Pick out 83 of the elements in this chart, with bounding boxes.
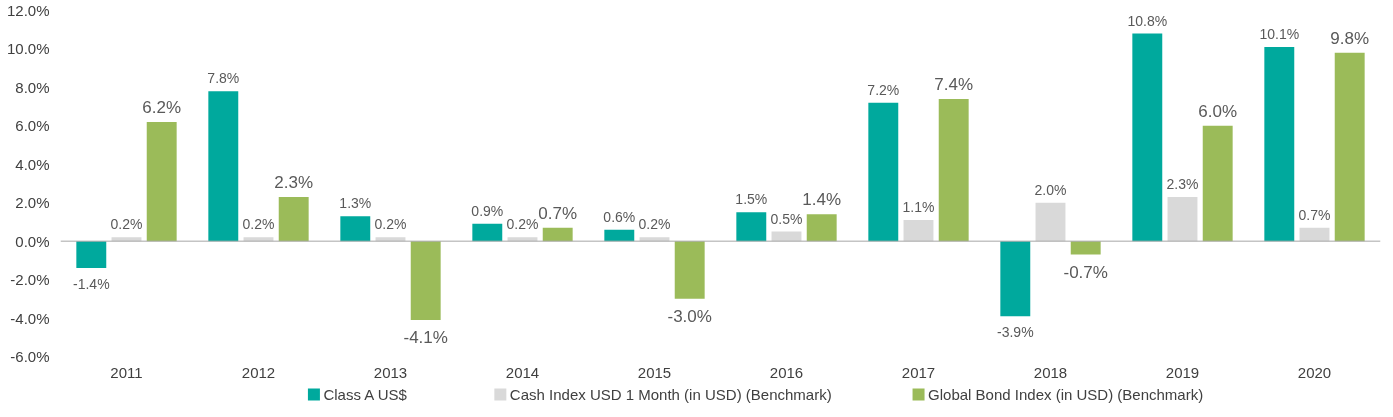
- bar: [736, 212, 767, 242]
- bar: [542, 227, 573, 242]
- bar: [868, 102, 899, 242]
- legend-label: Cash Index USD 1 Month (in USD) (Benchmark): [509, 386, 832, 403]
- data-label: 0.2%: [242, 216, 275, 233]
- data-label: 2.0%: [1034, 181, 1067, 198]
- data-label: 0.9%: [471, 202, 504, 219]
- data-label: 0.2%: [110, 216, 143, 233]
- data-label: 2.3%: [1166, 175, 1199, 192]
- y-tick-label: -2.0%: [10, 271, 50, 289]
- bar: [806, 214, 837, 242]
- x-tick-label: 2011: [110, 363, 143, 381]
- bar: [1299, 227, 1330, 242]
- bar: [146, 121, 177, 242]
- data-label: 0.6%: [603, 208, 636, 225]
- y-tick-label: -4.0%: [10, 309, 50, 327]
- bar: [639, 237, 670, 242]
- y-tick-label: 2.0%: [15, 194, 50, 212]
- bar: [243, 237, 274, 242]
- x-tick-label: 2012: [241, 363, 276, 381]
- bar: [1000, 241, 1031, 317]
- x-tick-label: 2016: [769, 363, 804, 381]
- bar: [208, 91, 239, 242]
- x-tick-label: 2018: [1033, 363, 1068, 381]
- data-label: 0.2%: [638, 216, 671, 233]
- x-tick-label: 2013: [373, 363, 408, 381]
- y-tick-label: 8.0%: [15, 78, 50, 96]
- data-label: 9.8%: [1330, 28, 1370, 48]
- bar: [278, 196, 309, 242]
- y-tick-label: 0.0%: [15, 232, 50, 250]
- y-tick-label: 10.0%: [6, 40, 50, 58]
- bar: [938, 98, 969, 242]
- data-label: 2.3%: [274, 172, 314, 192]
- data-label: 7.8%: [207, 70, 240, 87]
- data-label: 10.1%: [1259, 26, 1300, 43]
- data-label: 1.4%: [802, 190, 842, 210]
- data-label: 10.8%: [1127, 12, 1168, 29]
- bar: [1035, 202, 1066, 242]
- y-tick-label: -6.0%: [10, 348, 50, 365]
- bar: [410, 241, 441, 320]
- data-label: 0.2%: [506, 216, 539, 233]
- data-label: 6.0%: [1198, 101, 1238, 121]
- bar: [771, 231, 802, 242]
- data-label: 7.2%: [867, 81, 900, 98]
- data-label: 6.2%: [142, 97, 182, 117]
- bar: [472, 223, 503, 242]
- data-label: 1.3%: [339, 195, 372, 212]
- data-label: 0.5%: [770, 210, 803, 227]
- bar: [1167, 196, 1198, 242]
- legend-label: Global Bond Index (in USD) (Benchmark): [928, 386, 1204, 403]
- bar: [340, 216, 371, 242]
- data-label: 1.5%: [735, 191, 768, 208]
- bar: [375, 237, 406, 242]
- data-label: -1.4%: [73, 276, 110, 293]
- bar: [604, 229, 635, 242]
- y-tick-label: 12.0%: [6, 2, 50, 19]
- data-label: 0.2%: [374, 216, 407, 233]
- data-label: 1.1%: [902, 199, 935, 216]
- data-label: 7.4%: [934, 74, 974, 94]
- bar: [111, 237, 142, 242]
- y-tick-label: 6.0%: [15, 117, 50, 135]
- data-label: -4.1%: [403, 327, 448, 347]
- data-label: -0.7%: [1063, 262, 1108, 282]
- x-tick-label: 2017: [901, 363, 936, 381]
- bar: [1264, 47, 1295, 242]
- x-tick-label: 2015: [637, 363, 672, 381]
- legend-label: Class A US$: [323, 386, 408, 403]
- bar: [1202, 125, 1233, 242]
- bar: [76, 241, 107, 269]
- x-tick-label: 2019: [1165, 363, 1200, 381]
- x-tick-label: 2020: [1297, 363, 1332, 381]
- data-label: -3.9%: [997, 324, 1034, 341]
- bar: [903, 220, 934, 242]
- bar: [1070, 241, 1101, 255]
- data-label: 0.7%: [538, 203, 578, 223]
- y-tick-label: 4.0%: [15, 155, 50, 173]
- bar: [1132, 33, 1163, 242]
- data-label: 0.7%: [1298, 206, 1331, 223]
- x-tick-label: 2014: [505, 363, 540, 381]
- bar: [507, 237, 538, 242]
- bar: [674, 241, 705, 299]
- data-label: -3.0%: [667, 306, 712, 326]
- bar: [1334, 52, 1365, 242]
